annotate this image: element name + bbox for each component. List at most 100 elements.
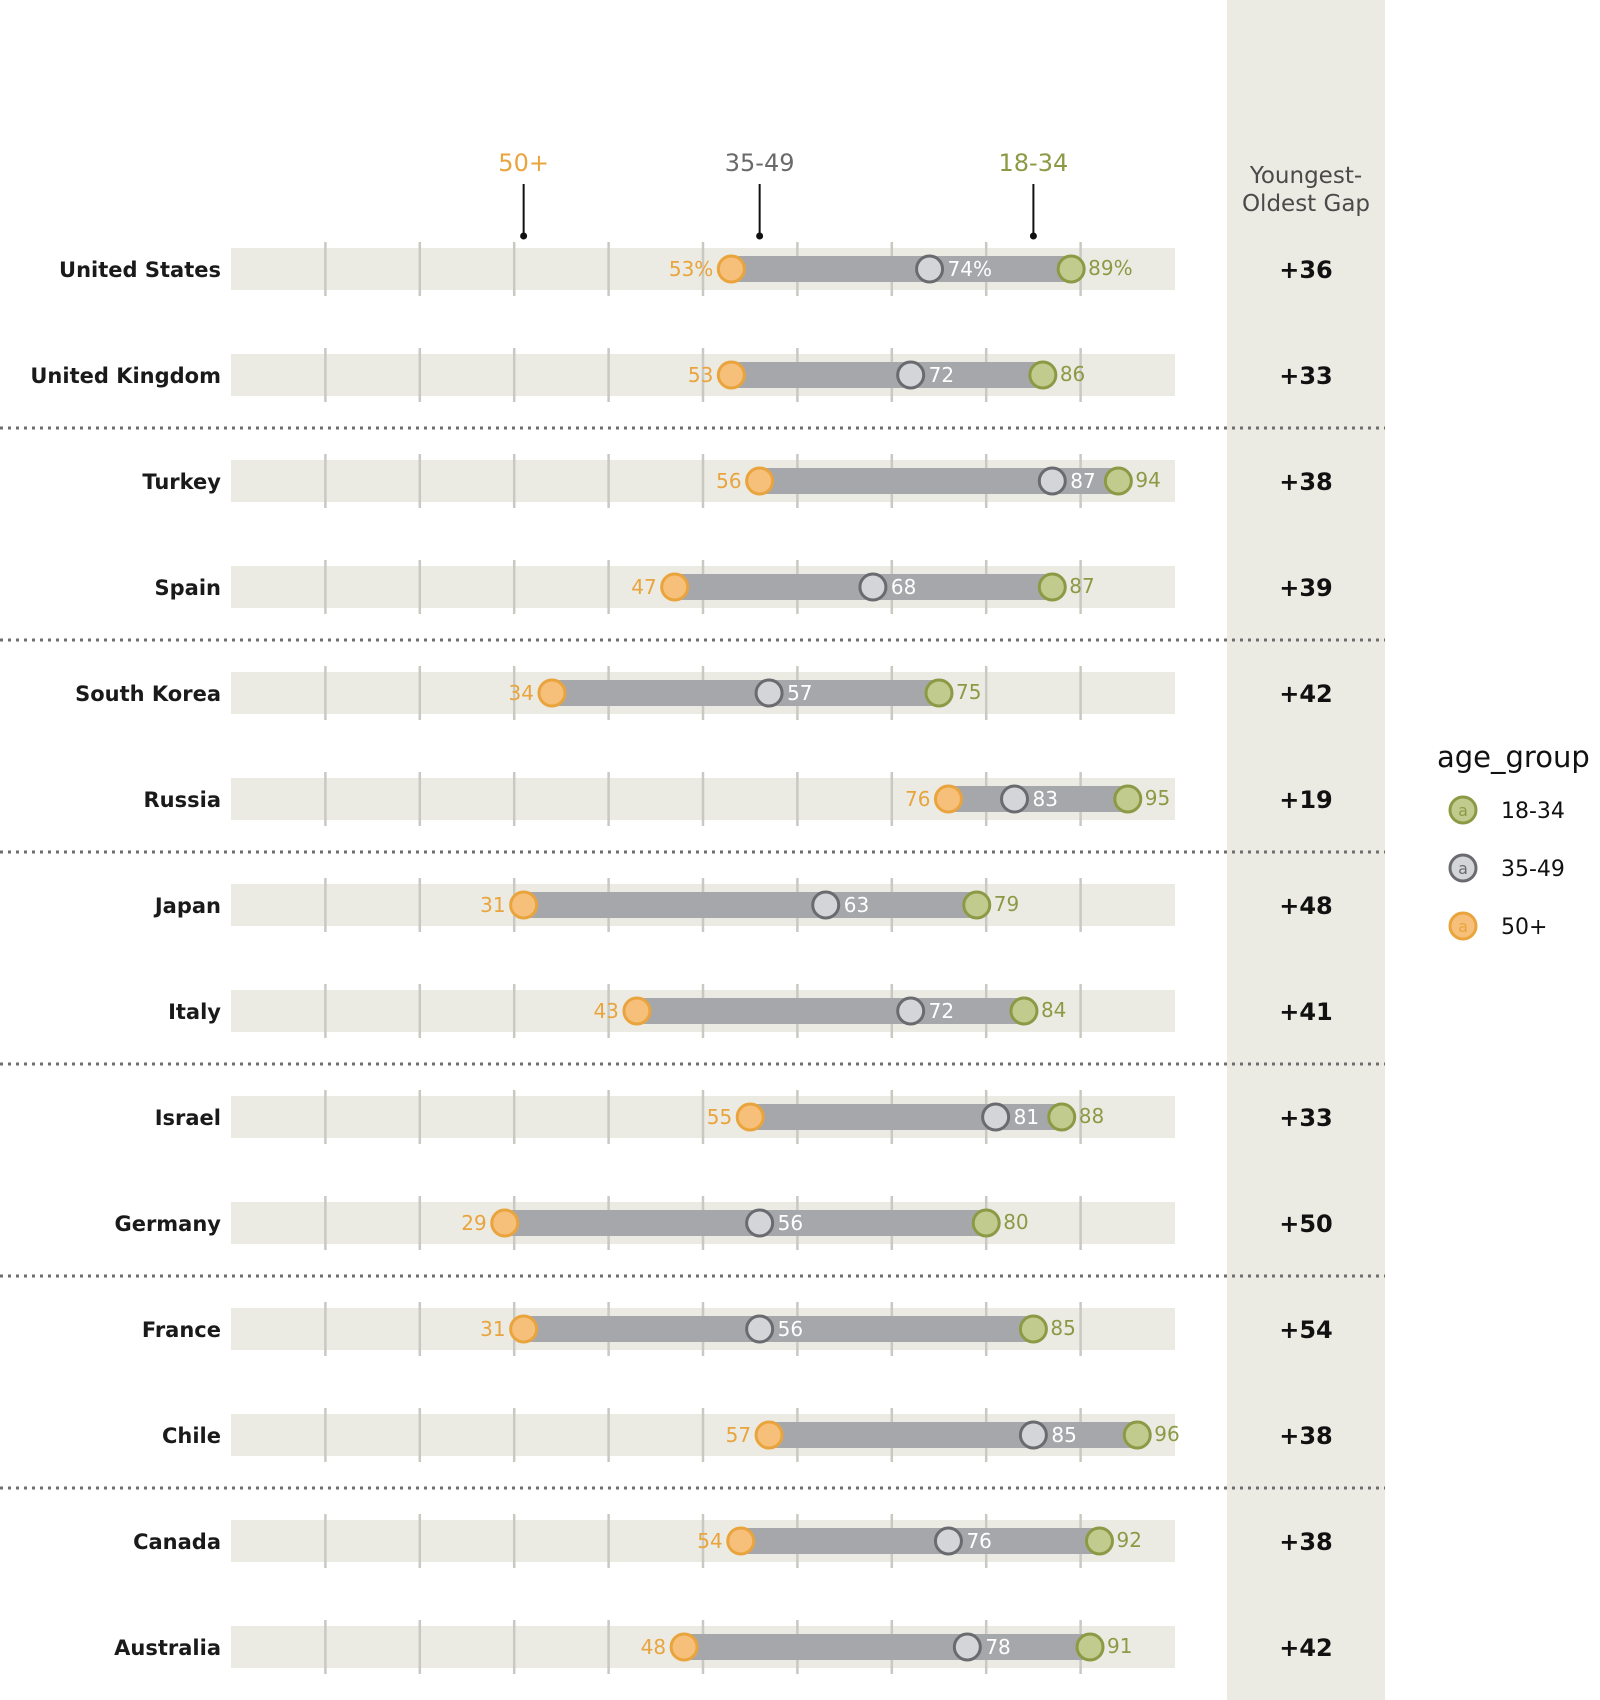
- gap-value: +33: [1279, 1104, 1333, 1132]
- country-label: Russia: [144, 788, 222, 812]
- point-old: [716, 360, 746, 390]
- point-old: [660, 572, 690, 602]
- legend-key-young: [1448, 795, 1478, 825]
- gap-value: +38: [1279, 468, 1333, 496]
- point-young: [1122, 1420, 1152, 1450]
- country-label: Canada: [133, 1530, 221, 1554]
- label-young: 85: [1050, 1316, 1075, 1340]
- range-bar: [948, 786, 1128, 812]
- label-mid: 87: [1070, 469, 1095, 493]
- point-young: [1028, 360, 1058, 390]
- legend-key-mid: [1448, 853, 1478, 883]
- gap-value: +19: [1279, 786, 1333, 814]
- point-mid: [896, 360, 926, 390]
- gap-value: +54: [1279, 1316, 1333, 1344]
- point-old: [735, 1102, 765, 1132]
- label-old: 56: [716, 469, 741, 493]
- gap-value: +39: [1279, 574, 1333, 602]
- data-labels: 53% 74% 89% 53 72 86 56 87 94 47 68 87 34 57 75 76 83 95 3…: [461, 256, 1179, 1659]
- point-mid: [896, 996, 926, 1026]
- label-old: 31: [480, 1317, 505, 1341]
- country-label: Spain: [155, 576, 221, 600]
- range-bar: [523, 892, 977, 918]
- legend-key-glyph: a: [1458, 917, 1468, 936]
- range-bars: [504, 256, 1138, 1660]
- label-young: 88: [1079, 1104, 1104, 1128]
- label-young: 87: [1069, 574, 1094, 598]
- point-old: [726, 1526, 756, 1556]
- range-bar: [684, 1634, 1091, 1660]
- point-mid: [811, 890, 841, 920]
- label-young: 96: [1154, 1422, 1179, 1446]
- country-label: United States: [59, 258, 221, 282]
- gap-title-line1: Youngest-: [1249, 163, 1362, 189]
- point-young: [1075, 1632, 1105, 1662]
- point-mid: [933, 1526, 963, 1556]
- point-mid: [1037, 466, 1067, 496]
- country-label: United Kingdom: [30, 364, 221, 388]
- point-young: [1113, 784, 1143, 814]
- country-labels: United States United Kingdom Turkey Spain So…: [30, 258, 221, 1660]
- label-old: 54: [697, 1529, 722, 1553]
- legend-label-mid: 35-49: [1501, 857, 1565, 882]
- label-mid: 85: [1051, 1423, 1076, 1447]
- series-header-mid: 35-49: [725, 149, 795, 177]
- label-young: 91: [1107, 1634, 1132, 1658]
- label-mid: 63: [844, 893, 869, 917]
- label-old: 53: [688, 363, 713, 387]
- row-tracks: [231, 242, 1175, 1674]
- label-young: 94: [1135, 468, 1160, 492]
- label-old: 29: [461, 1211, 486, 1235]
- label-young: 95: [1145, 786, 1170, 810]
- data-points: [490, 254, 1152, 1662]
- gap-value: +48: [1279, 892, 1333, 920]
- label-mid: 72: [929, 999, 954, 1023]
- label-mid: 81: [1014, 1105, 1039, 1129]
- point-old: [754, 1420, 784, 1450]
- range-bar: [523, 1316, 1034, 1342]
- point-young: [1018, 1314, 1048, 1344]
- label-mid: 76: [966, 1529, 991, 1553]
- gap-value: +38: [1279, 1528, 1333, 1556]
- label-old: 76: [905, 787, 930, 811]
- label-young: 80: [1003, 1210, 1028, 1234]
- point-old: [509, 1314, 539, 1344]
- series-header-pointer-dot: [1029, 232, 1037, 240]
- label-mid: 83: [1033, 787, 1058, 811]
- label-young: 84: [1041, 998, 1066, 1022]
- legend-label-young: 18-34: [1501, 799, 1565, 824]
- label-mid: 57: [787, 681, 812, 705]
- group-separators: [0, 426, 1385, 1490]
- gap-values: +36 +33 +38 +39 +42 +19 +48 +41 +33 +50 +54 +38 +38 +…: [1279, 256, 1333, 1662]
- gap-panel-bg: [1227, 0, 1385, 1700]
- legend-key-glyph: a: [1458, 859, 1468, 878]
- gap-value: +36: [1279, 256, 1333, 284]
- gap-title-line2: Oldest Gap: [1242, 191, 1370, 217]
- point-old: [537, 678, 567, 708]
- point-old: [716, 254, 746, 284]
- point-young: [1047, 1102, 1077, 1132]
- point-young: [924, 678, 954, 708]
- point-young: [1056, 254, 1086, 284]
- range-bar: [740, 1528, 1100, 1554]
- point-mid: [1018, 1420, 1048, 1450]
- range-bar: [731, 362, 1043, 388]
- country-label: Chile: [162, 1424, 221, 1448]
- legend-key-old: [1448, 911, 1478, 941]
- label-old: 57: [726, 1423, 751, 1447]
- point-old: [745, 466, 775, 496]
- label-young: 75: [956, 680, 981, 704]
- label-old: 31: [480, 893, 505, 917]
- gap-value: +33: [1279, 362, 1333, 390]
- label-mid: 72: [929, 363, 954, 387]
- range-bar: [636, 998, 1024, 1024]
- country-label: Israel: [155, 1106, 221, 1130]
- point-young: [962, 890, 992, 920]
- series-header-pointer-dot: [520, 232, 528, 240]
- point-old: [933, 784, 963, 814]
- range-bar: [769, 1422, 1138, 1448]
- country-label: Turkey: [142, 470, 221, 494]
- point-mid: [754, 678, 784, 708]
